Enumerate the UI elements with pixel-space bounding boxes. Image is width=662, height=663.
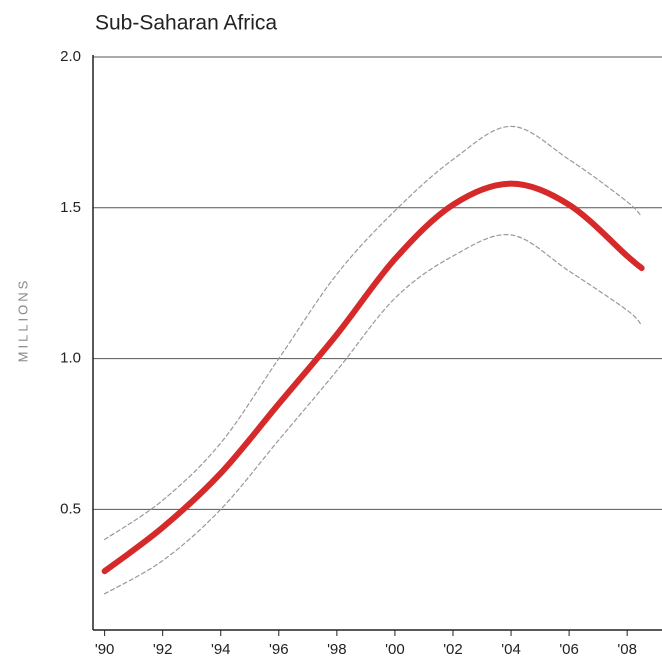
x-tick-label: '92 bbox=[153, 641, 173, 658]
x-tick-label: '98 bbox=[327, 641, 347, 658]
x-tick-label: '90 bbox=[95, 641, 115, 658]
chart-title: Sub-Saharan Africa bbox=[95, 12, 277, 35]
x-tick-label: '94 bbox=[211, 641, 231, 658]
y-tick-label: 1.0 bbox=[60, 350, 81, 367]
x-tick-label: '96 bbox=[269, 641, 289, 658]
y-tick-label: 1.5 bbox=[60, 199, 81, 216]
y-axis-label: MILLIONS bbox=[15, 278, 30, 363]
y-tick-label: 0.5 bbox=[60, 500, 81, 517]
x-tick-label: '00 bbox=[385, 641, 405, 658]
y-tick-label: 2.0 bbox=[60, 48, 81, 65]
series-line bbox=[101, 180, 645, 575]
x-tick-label: '06 bbox=[559, 641, 579, 658]
x-tick-label: '02 bbox=[443, 641, 463, 658]
x-tick-label: '04 bbox=[501, 641, 521, 658]
series-line bbox=[104, 125, 643, 541]
x-tick-label: '08 bbox=[617, 641, 637, 658]
series-line bbox=[104, 234, 643, 595]
